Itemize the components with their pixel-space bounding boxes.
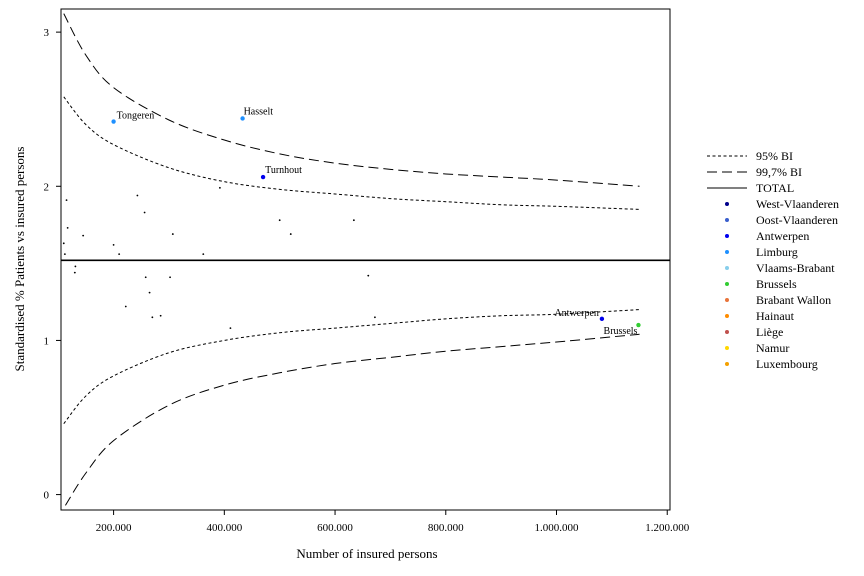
data-point (202, 253, 205, 256)
data-point (144, 276, 147, 279)
point-label: Brussels (604, 326, 638, 337)
legend-item-series: Luxembourg (702, 356, 862, 372)
data-point (159, 314, 162, 317)
legend-label: TOTAL (756, 180, 795, 195)
data-point (65, 199, 68, 202)
data-point (124, 305, 127, 308)
data-points (62, 116, 641, 329)
data-point (148, 291, 151, 294)
legend-item-series: Brabant Wallon (702, 292, 862, 308)
data-point-turnhout (260, 174, 266, 180)
y-tick-label: 2 (44, 181, 50, 193)
legend-label: Antwerpen (756, 228, 810, 243)
legend-marker (725, 266, 729, 270)
legend-label: Liège (756, 324, 784, 339)
data-point (66, 226, 69, 229)
data-point (74, 265, 77, 268)
data-point (229, 327, 232, 329)
confidence-limit-lines (61, 13, 670, 506)
legend-marker (725, 234, 729, 238)
legend-label: Vlaams-Brabant (756, 260, 835, 275)
legend-item-series: Namur (702, 340, 862, 356)
ci95-upper-limit (63, 96, 640, 210)
legend-marker (725, 202, 729, 206)
legend-item-ci997: 99,7% BI (702, 164, 862, 180)
legend-item-ci95: 95% BI (702, 148, 862, 164)
y-tick-label: 0 (44, 490, 50, 502)
legend-item-series: West-Vlaanderen (702, 196, 862, 212)
legend-label: Luxembourg (756, 356, 818, 371)
ci997-lower-limit (65, 333, 640, 506)
axes: 200.000 400.000 600.000 800.000 1.000.000 1.2… (44, 8, 690, 534)
data-point (169, 276, 171, 279)
legend-label: 95% BI (756, 148, 793, 163)
data-point-tongeren (111, 119, 116, 124)
legend-label: Oost-Vlaanderen (756, 212, 838, 227)
legend-item-series: Limburg (702, 244, 862, 260)
y-tick-label: 1 (44, 335, 50, 347)
data-point (143, 211, 146, 214)
ci997-upper-limit (63, 13, 640, 187)
legend-label: Limburg (756, 244, 798, 259)
data-point (218, 186, 221, 189)
data-point (374, 316, 376, 319)
data-point (151, 316, 154, 319)
legend-marker (725, 362, 729, 366)
legend-label: Brussels (756, 276, 797, 291)
data-point (352, 219, 355, 222)
legend: 95% BI 99,7% BI TOTAL West-Vlaanderen Oos… (702, 148, 862, 372)
data-point (367, 274, 370, 277)
data-point (112, 243, 115, 246)
x-tick-label: 200.000 (96, 522, 132, 534)
data-point (289, 233, 292, 235)
legend-marker (725, 250, 729, 254)
data-point (82, 234, 85, 237)
x-tick-label: 1.000.000 (535, 522, 580, 534)
x-axis-title: Number of insured persons (296, 546, 437, 561)
legend-marker (725, 298, 729, 302)
data-point (278, 219, 281, 222)
data-point (62, 242, 65, 245)
legend-label: 99,7% BI (756, 164, 802, 179)
data-point (118, 253, 121, 256)
legend-marker (725, 330, 729, 334)
data-point-hasselt (240, 116, 245, 121)
point-label: Hasselt (244, 106, 274, 117)
point-label: Tongeren (117, 111, 155, 122)
point-label: Turnhout (265, 165, 302, 176)
legend-marker (725, 346, 729, 350)
data-point (63, 253, 66, 256)
x-tick-label: 800.000 (428, 522, 464, 534)
x-tick-label: 400.000 (206, 522, 242, 534)
point-labels: Turnhout Antwerpen Tongeren Hasselt Brussels (117, 106, 638, 337)
y-tick-label: 3 (44, 27, 50, 39)
legend-item-series: Oost-Vlaanderen (702, 212, 862, 228)
ci95-lower-limit (63, 309, 640, 424)
legend-label: Namur (756, 340, 790, 355)
legend-label: West-Vlaanderen (756, 196, 839, 211)
legend-item-series: Vlaams-Brabant (702, 260, 862, 276)
x-tick-label: 600.000 (317, 522, 353, 534)
data-point (136, 194, 139, 197)
data-point-brussels (636, 322, 641, 328)
legend-label: Hainaut (756, 308, 794, 323)
legend-marker (725, 218, 729, 222)
legend-item-series: Brussels (702, 276, 862, 292)
y-axis-title: Standardised % Patients vs insured perso… (12, 147, 27, 372)
point-label: Antwerpen (554, 308, 598, 319)
legend-item-series: Antwerpen (702, 228, 862, 244)
legend-item-total: TOTAL (702, 180, 862, 196)
legend-item-series: Liège (702, 324, 862, 340)
data-point-antwerpen (599, 316, 605, 322)
data-point (73, 271, 76, 274)
data-point (171, 233, 174, 235)
x-tick-label: 1.200.000 (645, 522, 690, 534)
legend-label: Brabant Wallon (756, 292, 832, 307)
legend-item-series: Hainaut (702, 308, 862, 324)
legend-marker (725, 282, 729, 286)
legend-marker (725, 314, 729, 318)
